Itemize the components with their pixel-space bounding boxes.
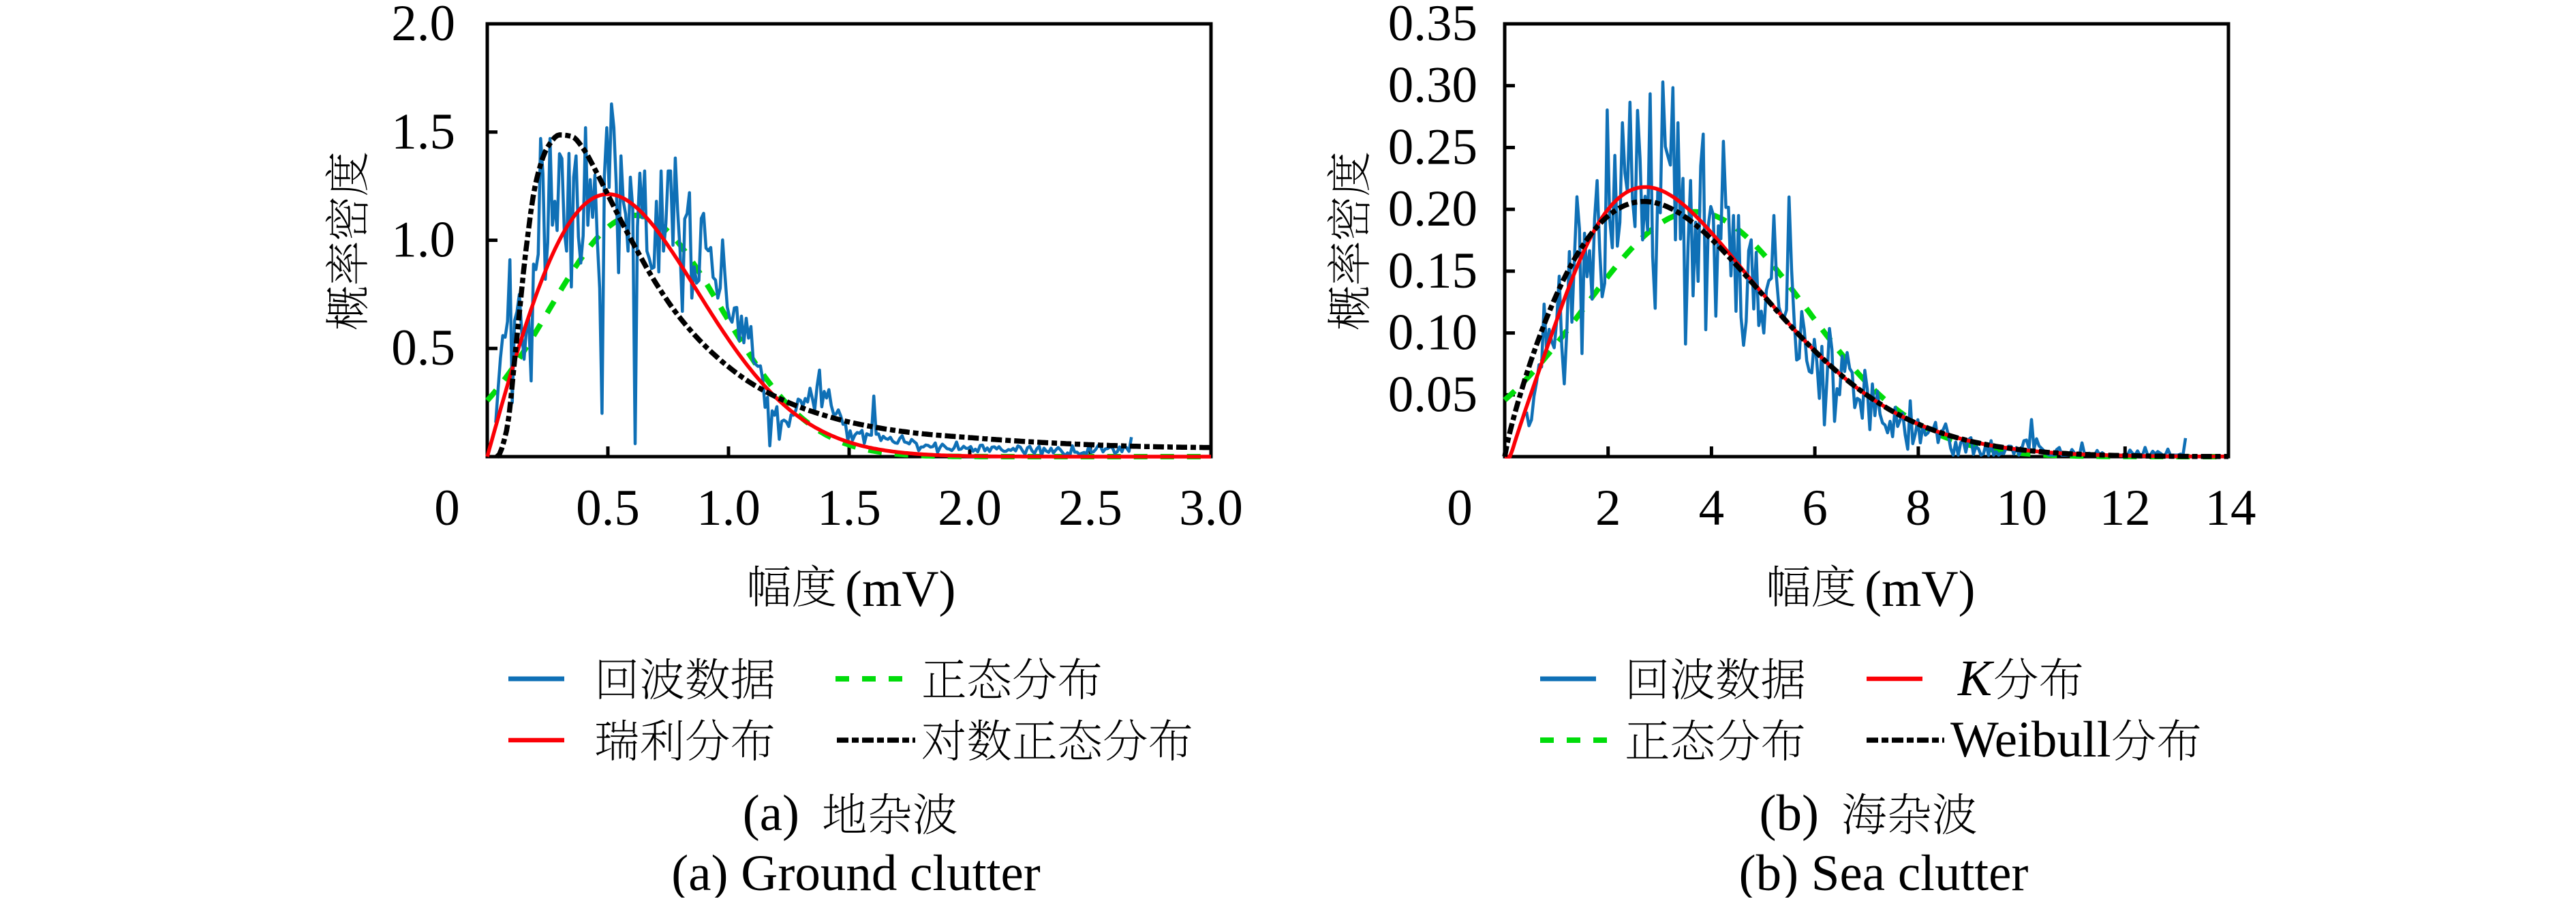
svg-text:2: 2 — [1595, 480, 1621, 536]
svg-text:2.0: 2.0 — [391, 0, 455, 52]
svg-text:(a) Ground clutter: (a) Ground clutter — [671, 845, 1040, 898]
svg-text:(a): (a) — [743, 785, 799, 842]
svg-text:0.30: 0.30 — [1388, 57, 1477, 114]
svg-text:1.5: 1.5 — [817, 480, 881, 536]
svg-text:1.5: 1.5 — [391, 104, 455, 160]
svg-text:Weibull: Weibull — [1950, 712, 2111, 768]
svg-text:0.10: 0.10 — [1388, 305, 1477, 361]
svg-text:2.0: 2.0 — [938, 480, 1002, 536]
svg-text:K: K — [1957, 650, 1995, 707]
svg-text:2.5: 2.5 — [1058, 480, 1122, 536]
svg-text:1.0: 1.0 — [696, 480, 761, 536]
svg-text:0.15: 0.15 — [1388, 243, 1477, 299]
svg-text:3.0: 3.0 — [1179, 480, 1243, 536]
svg-text:14: 14 — [2205, 480, 2256, 536]
svg-text:6: 6 — [1802, 480, 1828, 536]
svg-text:(mV): (mV) — [1865, 561, 1975, 617]
svg-text:8: 8 — [1905, 480, 1931, 536]
svg-text:(mV): (mV) — [845, 561, 955, 617]
svg-text:0.5: 0.5 — [391, 320, 455, 376]
svg-text:0.05: 0.05 — [1388, 366, 1477, 423]
svg-text:1.0: 1.0 — [391, 212, 455, 269]
svg-text:0.35: 0.35 — [1388, 0, 1477, 52]
svg-text:0: 0 — [434, 480, 460, 536]
svg-text:12: 12 — [2100, 480, 2151, 536]
svg-text:0: 0 — [1447, 480, 1473, 536]
svg-text:0.5: 0.5 — [576, 480, 640, 536]
svg-text:0.25: 0.25 — [1388, 119, 1477, 175]
svg-text:4: 4 — [1699, 480, 1725, 536]
svg-text:(b): (b) — [1760, 785, 1819, 842]
svg-text:(b) Sea clutter: (b) Sea clutter — [1739, 845, 2029, 898]
svg-text:10: 10 — [1996, 480, 2047, 536]
svg-text:0.20: 0.20 — [1388, 181, 1477, 237]
